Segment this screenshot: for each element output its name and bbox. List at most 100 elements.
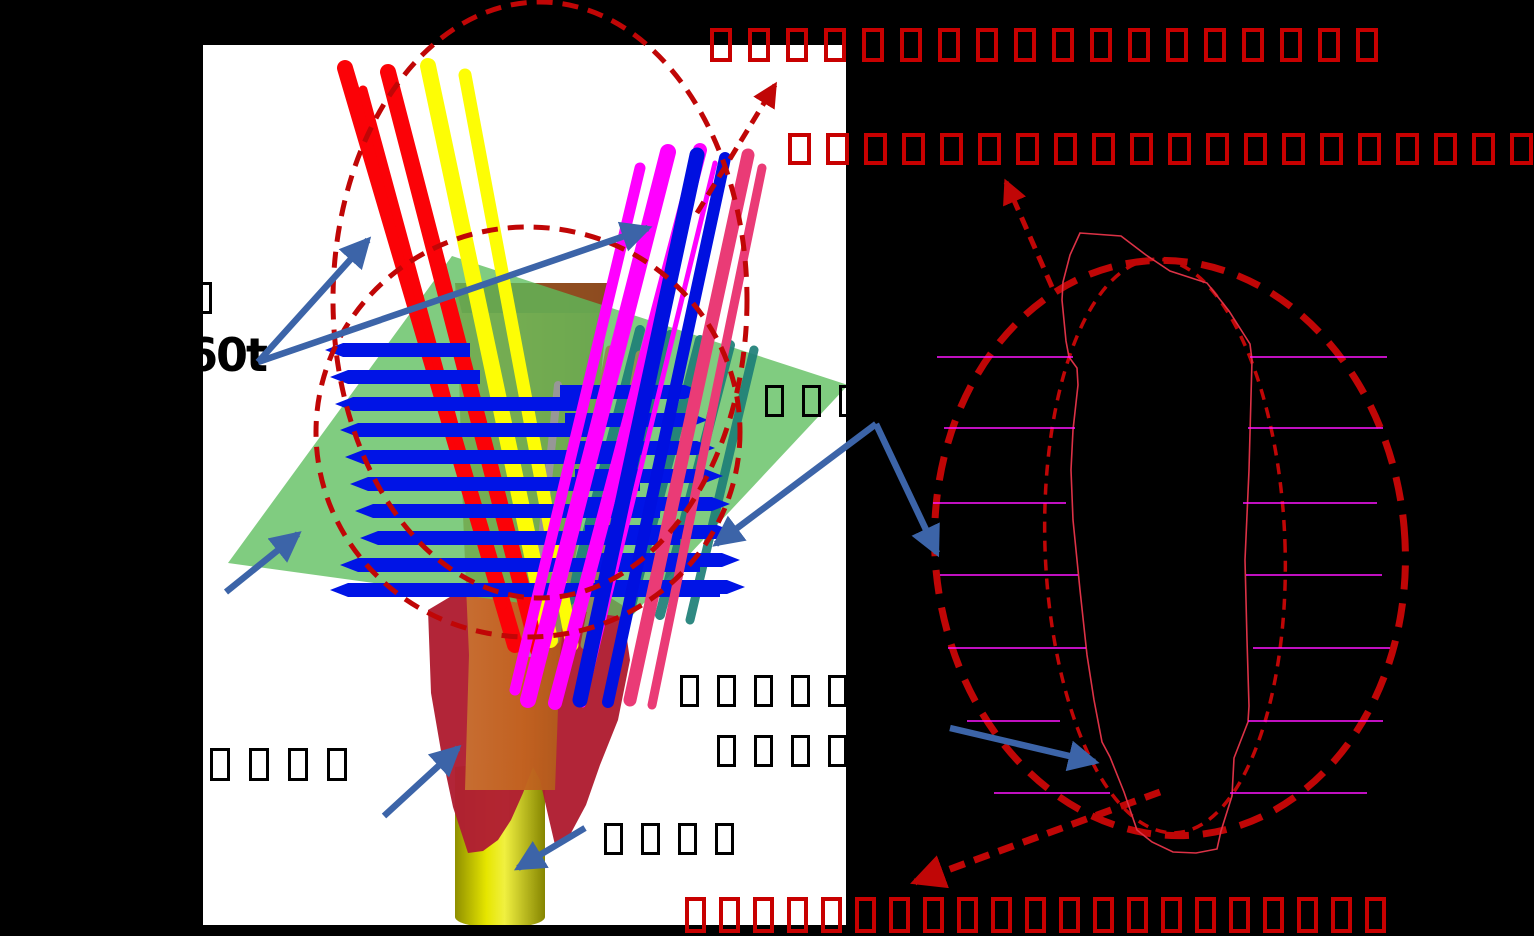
- section-ellipse-outer: [931, 256, 1409, 840]
- ore-outline: [1061, 232, 1253, 854]
- label-right-block-line1: [680, 675, 846, 707]
- tofu-glyph-box: [641, 823, 660, 855]
- tofu-glyph-box: [900, 28, 922, 62]
- tofu-glyph-box: [710, 28, 732, 62]
- arrow-to-section-bottom: [949, 724, 1100, 772]
- tofu-glyph-box: [1206, 133, 1229, 165]
- tofu-glyph-box: [678, 823, 697, 855]
- tofu-glyph-box: [828, 675, 846, 707]
- tofu-glyph-box: [976, 28, 998, 62]
- tofu-glyph-box: [957, 897, 978, 933]
- label-right-block-line2: [717, 735, 846, 767]
- tofu-glyph-box: [765, 385, 784, 417]
- tofu-glyph-box: [889, 897, 910, 933]
- tofu-glyph-box: [1059, 897, 1080, 933]
- tofu-glyph-box: [1128, 28, 1150, 62]
- tofu-glyph-box: [1052, 28, 1074, 62]
- cross-section-figure: [931, 232, 1409, 854]
- tofu-glyph-box: [1166, 28, 1188, 62]
- tofu-glyph-box: [1280, 28, 1302, 62]
- tofu-glyph-box: [719, 897, 740, 933]
- tofu-glyph-box: [791, 735, 810, 767]
- tofu-glyph-box: [786, 28, 808, 62]
- model-3d-scene: [228, 58, 846, 925]
- tofu-glyph-box: [754, 675, 773, 707]
- tofu-glyph-box: [1396, 133, 1419, 165]
- tofu-glyph-box: [991, 897, 1012, 933]
- tofu-glyph-box: [1297, 897, 1318, 933]
- tofu-glyph-box: [1263, 897, 1284, 933]
- tofu-glyph-box: [717, 675, 736, 707]
- tofu-glyph-box: [1016, 133, 1039, 165]
- label-cylinder: [604, 823, 752, 855]
- tofu-glyph-box: [1195, 897, 1216, 933]
- tofu-glyph-box: [902, 133, 925, 165]
- section-ellipse-inner: [1042, 257, 1288, 835]
- tofu-glyph-box: [1282, 133, 1305, 165]
- tofu-glyph-box: [791, 675, 810, 707]
- tofu-glyph-box: [821, 897, 842, 933]
- tofu-glyph-box: [1365, 897, 1386, 933]
- banner-mid-line: [788, 133, 1534, 165]
- banner-top-line: [710, 28, 1394, 62]
- tofu-glyph-box: [1242, 28, 1264, 62]
- tofu-glyph-box: [717, 735, 736, 767]
- tofu-glyph-box: [864, 133, 887, 165]
- tofu-glyph-box: [1054, 133, 1077, 165]
- tofu-glyph-box: [1358, 133, 1381, 165]
- tofu-glyph-box: [288, 748, 308, 781]
- callout-arrow-to-mid-banner: [1003, 178, 1055, 289]
- tofu-glyph-box: [1356, 28, 1378, 62]
- tofu-glyph-box: [604, 823, 623, 855]
- tofu-glyph-box: [826, 133, 849, 165]
- tofu-glyph-box: [1093, 897, 1114, 933]
- tofu-glyph-box: [1244, 133, 1267, 165]
- label-60t: 60t: [203, 328, 268, 382]
- tofu-glyph-box: [1318, 28, 1340, 62]
- tofu-glyph-box: [938, 28, 960, 62]
- tofu-glyph-box: [203, 282, 212, 314]
- tofu-glyph-box: [715, 823, 734, 855]
- tofu-glyph-box: [978, 133, 1001, 165]
- tofu-glyph-box: [1130, 133, 1153, 165]
- tofu-glyph-box: [754, 735, 773, 767]
- tofu-glyph-box: [249, 748, 269, 781]
- tofu-glyph-box: [210, 748, 230, 781]
- tofu-glyph-box: [753, 897, 774, 933]
- tofu-glyph-box: [1090, 28, 1112, 62]
- tofu-glyph-box: [327, 748, 347, 781]
- tofu-glyph-box: [862, 28, 884, 62]
- tofu-glyph-box: [685, 897, 706, 933]
- tofu-glyph-box: [680, 675, 699, 707]
- label-clipped-left: [203, 282, 230, 314]
- tofu-glyph-box: [1204, 28, 1226, 62]
- tofu-glyph-box: [828, 735, 846, 767]
- callout-arrow-to-bottom-banner: [910, 788, 1162, 889]
- tofu-glyph-box: [1331, 897, 1352, 933]
- tofu-glyph-box: [1014, 28, 1036, 62]
- arrow-to-section-left: [873, 422, 940, 558]
- tofu-glyph-box: [788, 133, 811, 165]
- tofu-glyph-box: [824, 28, 846, 62]
- tofu-glyph-box: [855, 897, 876, 933]
- tofu-glyph-box: [1320, 133, 1343, 165]
- tofu-glyph-box: [1025, 897, 1046, 933]
- tofu-glyph-box: [1229, 897, 1250, 933]
- tofu-glyph-box: [787, 897, 808, 933]
- tofu-glyph-box: [940, 133, 963, 165]
- tofu-glyph-box: [839, 385, 846, 417]
- tofu-glyph-box: [1472, 133, 1495, 165]
- label-ore-body: [210, 748, 366, 781]
- tofu-glyph-box: [802, 385, 821, 417]
- label-mid-right: [765, 385, 846, 417]
- sublevel-lines: [933, 356, 1390, 794]
- banner-bottom-line: [685, 897, 1399, 933]
- tofu-glyph-box: [1434, 133, 1457, 165]
- tofu-glyph-box: [923, 897, 944, 933]
- tofu-glyph-box: [1092, 133, 1115, 165]
- model-3d-panel: 60t: [203, 45, 846, 925]
- tofu-glyph-box: [1127, 897, 1148, 933]
- tofu-glyph-box: [748, 28, 770, 62]
- tofu-glyph-box: [1161, 897, 1182, 933]
